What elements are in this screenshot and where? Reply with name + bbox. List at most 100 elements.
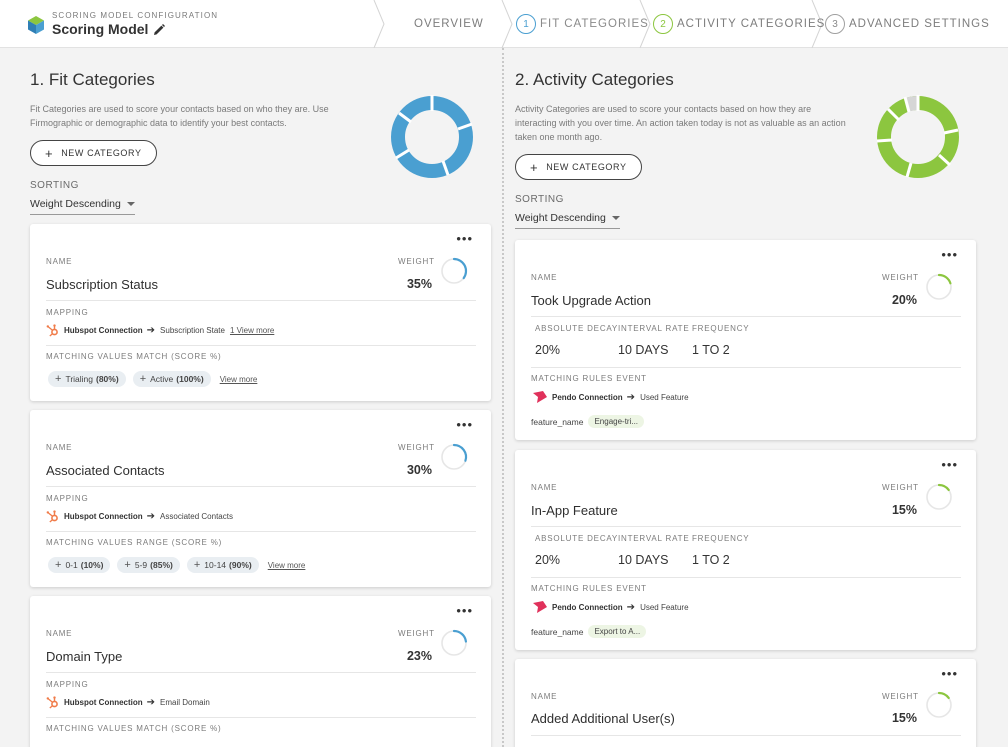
- plus-icon: +: [139, 372, 147, 385]
- activity-category-card[interactable]: ••• NAME Added Additional User(s) WEIGHT…: [515, 659, 976, 747]
- more-options-icon[interactable]: •••: [941, 666, 958, 681]
- arrow-right-icon: ➔: [626, 601, 636, 613]
- mapping-view-more-link[interactable]: 1 View more: [229, 326, 275, 335]
- chip-label: 5-9: [134, 560, 148, 570]
- value-chip[interactable]: + Trialing (80%): [48, 371, 126, 387]
- name-label: NAME: [46, 257, 73, 266]
- category-name: Subscription Status: [46, 277, 159, 292]
- activity-new-category-label: NEW CATEGORY: [546, 162, 627, 172]
- activity-category-card[interactable]: ••• NAME Took Upgrade Action WEIGHT 20% …: [515, 240, 976, 440]
- activity-category-card[interactable]: ••• NAME In-App Feature WEIGHT 15% ABSOL…: [515, 450, 976, 650]
- arrow-right-icon: ➔: [626, 391, 636, 403]
- frequency-label: FREQUENCY: [692, 534, 750, 543]
- top-header: SCORING MODEL CONFIGURATION Scoring Mode…: [0, 0, 1008, 48]
- chip-score: (90%): [229, 560, 252, 570]
- hubspot-icon: [46, 510, 58, 523]
- tab-advanced-settings[interactable]: 3 ADVANCED SETTINGS: [825, 0, 990, 48]
- value-chip[interactable]: + Active (100%): [132, 371, 211, 387]
- more-options-icon[interactable]: •••: [456, 603, 473, 618]
- chips-view-more-link[interactable]: View more: [219, 374, 258, 384]
- chip-list: + Trialing (80%) + Active (100%) View more: [48, 371, 257, 387]
- tab-fit-categories[interactable]: 1 FIT CATEGORIES: [516, 0, 649, 48]
- brand: SCORING MODEL CONFIGURATION Scoring Mode…: [28, 11, 218, 38]
- fit-new-category-button[interactable]: + NEW CATEGORY: [30, 140, 157, 166]
- feature-value-tag[interactable]: Export to A...: [588, 625, 647, 638]
- pencil-icon[interactable]: [153, 23, 166, 36]
- arrow-right-icon: ➔: [146, 325, 156, 336]
- connection-name: Pendo Connection: [552, 602, 623, 612]
- more-options-icon[interactable]: •••: [941, 247, 958, 262]
- step-number-2: 2: [653, 14, 673, 34]
- feature-key: feature_name: [531, 626, 584, 637]
- fit-sorting-value: Weight Descending: [30, 198, 121, 210]
- page-kicker: SCORING MODEL CONFIGURATION: [52, 11, 219, 20]
- mapping-row: Hubspot Connection ➔ Associated Contacts: [46, 510, 233, 523]
- category-name: In-App Feature: [531, 503, 618, 518]
- frequency-label: FREQUENCY: [692, 324, 750, 333]
- cube-logo-icon: [28, 15, 44, 34]
- weight-donut: [926, 483, 952, 510]
- weight-value: 15%: [891, 711, 917, 725]
- feature-filter: feature_name Engage-tri...: [531, 415, 645, 428]
- more-options-icon[interactable]: •••: [941, 457, 958, 472]
- name-label: NAME: [531, 273, 558, 282]
- chip-score: (10%): [80, 560, 104, 570]
- weight-donut-arc: [937, 691, 950, 700]
- fit-category-card[interactable]: ••• NAME Subscription Status WEIGHT 35% …: [30, 224, 491, 401]
- more-options-icon[interactable]: •••: [456, 417, 473, 432]
- event-name: Used Feature: [640, 602, 689, 612]
- value-chip[interactable]: +5-9 (85%): [117, 557, 180, 573]
- activity-sorting-label: SORTING: [515, 194, 564, 205]
- event-row: Pendo Connection ➔ Used Feature: [533, 601, 689, 613]
- name-label: NAME: [531, 692, 558, 701]
- activity-new-category-button[interactable]: + NEW CATEGORY: [515, 154, 642, 180]
- plus-icon: +: [55, 558, 62, 571]
- value-chip[interactable]: +0-1 (10%): [48, 557, 111, 573]
- category-name: Associated Contacts: [46, 463, 165, 478]
- weight-donut-arc: [452, 443, 468, 462]
- name-label: NAME: [46, 629, 73, 638]
- mapped-field: Email Domain: [160, 698, 210, 707]
- plus-icon: +: [193, 558, 201, 571]
- tab-overview-label: OVERVIEW: [414, 18, 484, 30]
- chips-view-more-link[interactable]: View more: [267, 560, 306, 570]
- tab-overview[interactable]: OVERVIEW: [414, 0, 484, 48]
- step-separators: [373, 0, 823, 48]
- chip-score: (100%): [176, 374, 204, 384]
- weight-label: WEIGHT: [398, 443, 435, 452]
- weight-label: WEIGHT: [398, 629, 435, 638]
- value-chip[interactable]: +10-14 (90%): [186, 557, 259, 573]
- weight-donut: [926, 273, 952, 300]
- feature-filter: feature_name Export to A...: [531, 625, 647, 638]
- plus-icon: +: [124, 558, 131, 571]
- mapped-field: Subscription State: [160, 326, 225, 335]
- mapped-field: Associated Contacts: [160, 512, 233, 521]
- weight-value: 23%: [406, 649, 432, 663]
- connection-name: Hubspot Connection: [64, 512, 143, 521]
- hubspot-icon: [46, 324, 58, 337]
- separator: [531, 577, 961, 578]
- absolute-decay-value: 20%: [535, 553, 561, 567]
- pendo-icon: [533, 601, 547, 613]
- tab-activity-categories[interactable]: 2 ACTIVITY CATEGORIES: [653, 0, 825, 48]
- weight-label: WEIGHT: [882, 692, 919, 701]
- more-options-icon[interactable]: •••: [456, 231, 473, 246]
- caret-down-icon: [126, 202, 135, 206]
- fit-category-card[interactable]: ••• NAME Associated Contacts WEIGHT 30% …: [30, 410, 491, 587]
- fit-category-card[interactable]: ••• NAME Domain Type WEIGHT 23% MAPPING …: [30, 596, 491, 747]
- activity-section-title: 2. Activity Categories: [515, 70, 674, 89]
- category-name: Added Additional User(s): [531, 711, 675, 726]
- activity-sorting-select[interactable]: Weight Descending: [515, 212, 620, 229]
- page-title: Scoring Model: [52, 21, 218, 38]
- absolute-decay-label: ABSOLUTE DECAY: [535, 534, 619, 543]
- weight-donut-arc: [452, 629, 468, 643]
- fit-section-description: Fit Categories are used to score your co…: [30, 104, 329, 128]
- separator: [531, 526, 961, 527]
- chip-score: (80%): [96, 374, 119, 384]
- separator: [46, 300, 476, 301]
- feature-value-tag[interactable]: Engage-tri...: [588, 415, 645, 428]
- weight-donut: [926, 691, 952, 718]
- fit-sorting-select[interactable]: Weight Descending: [30, 198, 135, 215]
- chip-score: (85%): [150, 560, 173, 570]
- name-label: NAME: [46, 443, 73, 452]
